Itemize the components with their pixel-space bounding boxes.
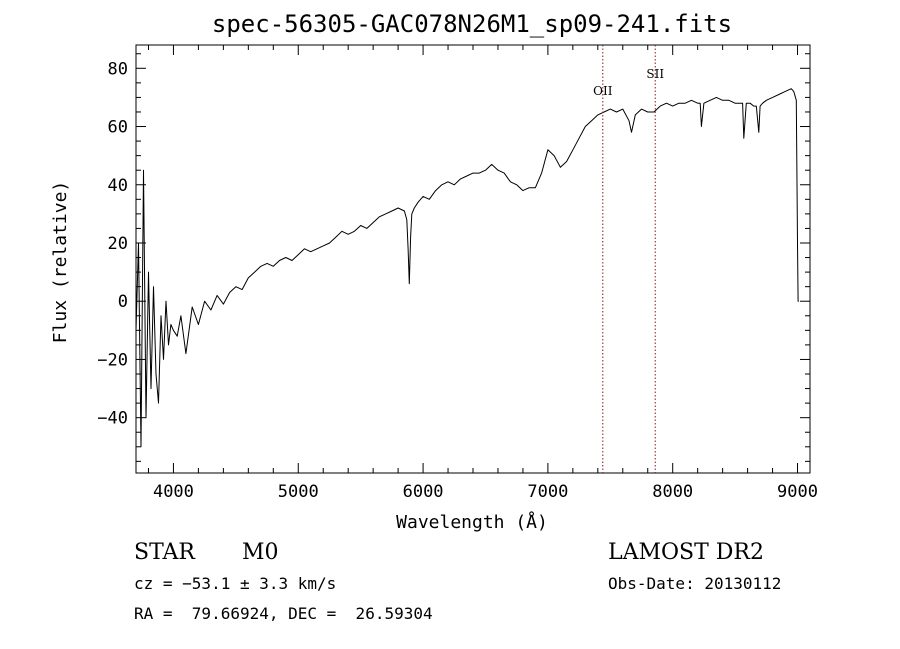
- y-axis-label: Flux (relative): [50, 181, 71, 344]
- y-tick-label: −20: [97, 350, 128, 370]
- object-subclass: M0: [242, 540, 279, 565]
- y-tick-label: 0: [118, 292, 128, 312]
- x-tick-label: 8000: [652, 482, 693, 502]
- object-class: STAR: [134, 540, 195, 565]
- x-axis-label: Wavelength (Å): [396, 511, 548, 533]
- y-axis-ticks: −40 −20 0 20 40 60 80: [97, 53, 810, 462]
- survey-label: LAMOST DR2: [608, 540, 764, 565]
- y-tick-label: 40: [108, 176, 128, 196]
- y-tick-label: −40: [97, 409, 128, 429]
- emission-lines: OII SII: [593, 45, 664, 473]
- x-axis-ticks: 4000 5000 6000 7000 8000 9000: [147, 45, 818, 502]
- plot-frame: [135, 44, 811, 474]
- x-tick-label: 9000: [777, 482, 818, 502]
- y-tick-label: 20: [108, 234, 128, 254]
- y-tick-label: 60: [108, 118, 128, 138]
- x-tick-label: 6000: [403, 482, 444, 502]
- line-label-sii: SII: [646, 67, 664, 81]
- y-tick-label: 80: [108, 59, 128, 79]
- coordinates-info: RA = 79.66924, DEC = 26.59304: [134, 604, 433, 623]
- x-tick-label: 5000: [278, 482, 319, 502]
- line-label-oii: OII: [593, 84, 613, 98]
- redshift-info: cz = −53.1 ± 3.3 km/s: [134, 574, 337, 593]
- plot-area: [135, 44, 811, 474]
- spectrum-line-0: [135, 88, 799, 448]
- obs-date: Obs-Date: 20130112: [608, 574, 782, 593]
- x-tick-label: 4000: [153, 482, 194, 502]
- x-tick-label: 7000: [527, 482, 568, 502]
- chart-title: spec-56305-GAC078N26M1_sp09-241.fits: [212, 10, 732, 38]
